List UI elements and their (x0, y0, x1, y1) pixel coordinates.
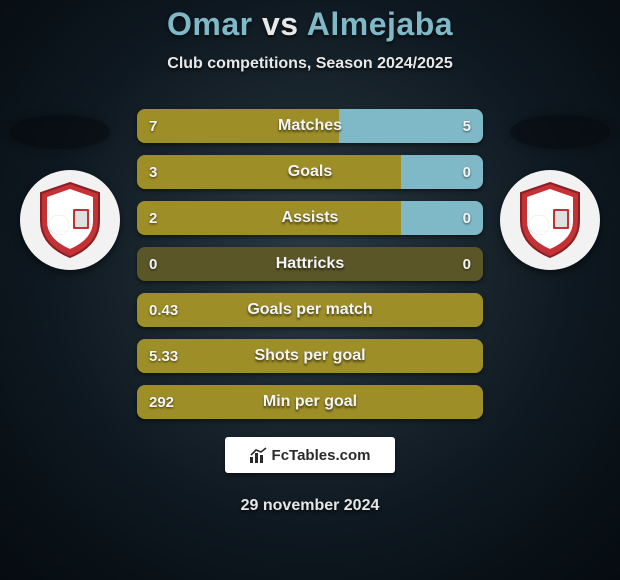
chart-icon (250, 447, 268, 463)
bar-value-left: 0 (149, 247, 157, 281)
bar-value-left: 292 (149, 385, 174, 419)
title-player1: Omar (167, 6, 253, 42)
bar-fill-full (137, 339, 483, 373)
bar-value-left: 2 (149, 201, 157, 235)
bar-value-right: 0 (463, 201, 471, 235)
bar-fill-left (137, 155, 401, 189)
logo-label: FcTables.com (272, 447, 371, 464)
stat-bars: 75Matches30Goals20Assists00Hattricks0.43… (137, 109, 483, 419)
stat-row: 75Matches (137, 109, 483, 143)
stat-row: 5.33Shots per goal (137, 339, 483, 373)
bar-value-right: 0 (463, 247, 471, 281)
stat-row: 0 0Hattricks (137, 247, 483, 281)
bar-value-right: 5 (463, 109, 471, 143)
bar-fill-full (137, 385, 483, 419)
title-vs: vs (262, 6, 299, 42)
subtitle: Club competitions, Season 2024/2025 (0, 55, 620, 73)
stat-row: 20Assists (137, 201, 483, 235)
bar-fill-left (137, 109, 339, 143)
bar-value-left: 7 (149, 109, 157, 143)
shield-icon (37, 181, 103, 259)
player1-badge (20, 170, 120, 270)
bar-value-left: 0.43 (149, 293, 178, 327)
player2-badge (500, 170, 600, 270)
bar-label: Hattricks (137, 247, 483, 281)
page-title: Omar vs Almejaba (0, 6, 620, 43)
content: Omar vs Almejaba Club competitions, Seas… (0, 0, 620, 580)
bar-fill-right (339, 109, 483, 143)
bar-fill-left (137, 201, 401, 235)
player2-shadow (510, 115, 610, 149)
bar-value-right: 0 (463, 155, 471, 189)
shield-icon (517, 181, 583, 259)
bar-fill-full (137, 293, 483, 327)
logo-box: FcTables.com (225, 437, 395, 473)
stat-row: 0.43Goals per match (137, 293, 483, 327)
bar-value-left: 3 (149, 155, 157, 189)
stat-row: 292Min per goal (137, 385, 483, 419)
bar-value-left: 5.33 (149, 339, 178, 373)
title-player2: Almejaba (307, 6, 453, 42)
stat-row: 30Goals (137, 155, 483, 189)
date: 29 november 2024 (0, 497, 620, 515)
player1-shadow (10, 115, 110, 149)
logo-text: FcTables.com (250, 447, 371, 464)
